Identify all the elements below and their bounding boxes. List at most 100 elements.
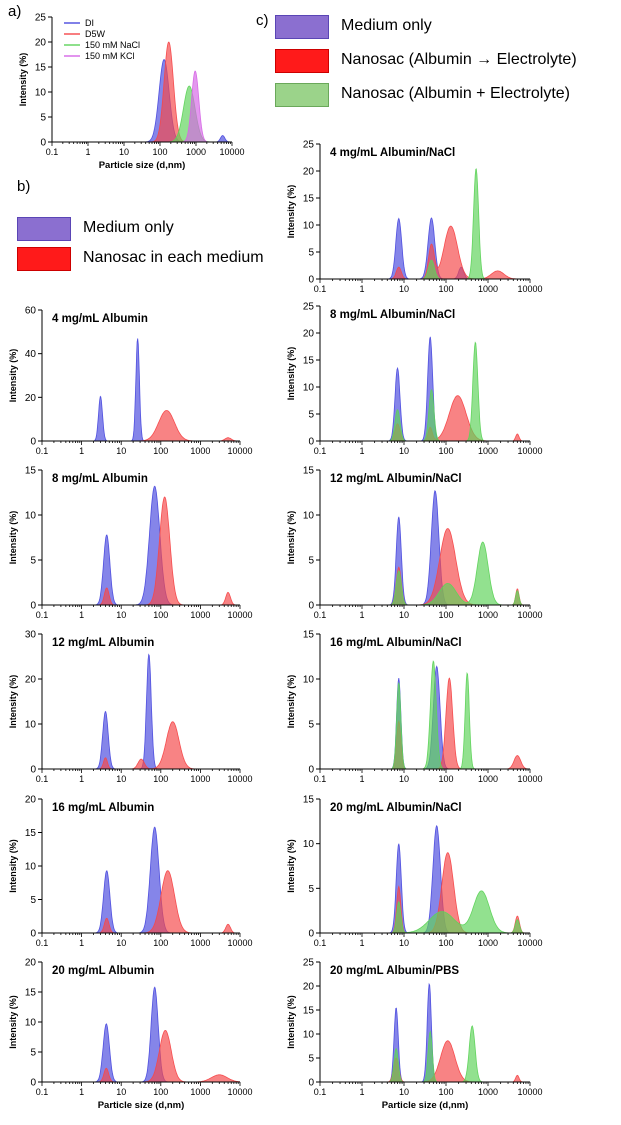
y-tick-label-b1-2: 40 xyxy=(25,349,37,360)
chart-title-c3: 12 mg/mL Albumin/NaCl xyxy=(330,473,462,485)
series-area-c4-2 xyxy=(320,661,530,769)
y-tick-label-c1-2: 10 xyxy=(303,221,315,232)
y-axis-label-c3: Intensity (%) xyxy=(286,511,296,565)
chart-b3: 0 10 20 30 0.1 1 10 100 1000 10000 Intensity (%) 12… xyxy=(8,630,253,785)
y-tick-label-c2-3: 15 xyxy=(303,356,315,367)
x-tick-label-b3-4: 1000 xyxy=(190,774,210,784)
x-tick-label-c4-3: 100 xyxy=(438,774,453,784)
x-tick-label-b3-3: 100 xyxy=(153,774,168,784)
series-area-a-3 xyxy=(52,71,232,142)
y-axis-label-c4: Intensity (%) xyxy=(286,675,296,729)
x-tick-label-b2-5: 10000 xyxy=(227,610,252,620)
series-line-a-1 xyxy=(52,41,232,143)
y-tick-label-c6-0: 0 xyxy=(308,1078,314,1089)
y-tick-label-c1-1: 5 xyxy=(308,248,314,259)
y-tick-label-c4-2: 10 xyxy=(303,675,315,686)
x-tick-label-b1-4: 1000 xyxy=(190,446,210,456)
legend-b: Medium only Nanosac in each medium xyxy=(17,217,297,277)
y-tick-label-b1-1: 20 xyxy=(25,393,37,404)
legend-c: Medium only Nanosac (Albumin → Electroly… xyxy=(275,15,615,110)
x-axis-label-b5: Particle size (d,nm) xyxy=(98,1100,185,1111)
x-tick-label-b5-1: 1 xyxy=(79,1087,84,1097)
series-line-b4-0 xyxy=(42,826,240,934)
x-tick-label-b5-4: 1000 xyxy=(190,1087,210,1097)
x-tick-label-c1-1: 1 xyxy=(359,284,364,294)
panel-label-b: b) xyxy=(17,178,31,195)
series-area-a-2 xyxy=(52,86,232,142)
x-tick-label-c5-0: 0.1 xyxy=(314,938,327,948)
y-tick-label-c4-1: 5 xyxy=(308,720,314,731)
series-line-c1-2 xyxy=(320,168,530,280)
y-tick-label-b3-0: 0 xyxy=(30,765,36,776)
chart-c6: 0 5 10 15 20 25 0.1 1 10 100 1000 10000 Intensity (%… xyxy=(286,958,543,1112)
y-tick-label-c2-1: 5 xyxy=(308,410,314,421)
x-tick-label-b1-2: 10 xyxy=(116,446,126,456)
series-line-c4-1 xyxy=(320,677,530,770)
y-axis-label-b1: Intensity (%) xyxy=(8,349,18,403)
y-tick-label-c6-1: 5 xyxy=(308,1054,314,1065)
x-tick-label-c3-1: 1 xyxy=(359,610,364,620)
legend-c-label-sequential: Nanosac (Albumin → Electrolyte) xyxy=(341,51,577,68)
series-area-c1-2 xyxy=(320,168,530,279)
y-axis-label-c6: Intensity (%) xyxy=(286,995,296,1049)
y-tick-label-c2-4: 20 xyxy=(303,329,315,340)
chart-title-c4: 16 mg/mL Albumin/NaCl xyxy=(330,637,462,649)
x-tick-label-c6-1: 1 xyxy=(359,1087,364,1097)
x-tick-label-b4-1: 1 xyxy=(79,938,84,948)
y-tick-label-b5-4: 20 xyxy=(25,958,37,969)
chart-b5: 0 5 10 15 20 0.1 1 10 100 1000 10000 Intensity (%) P… xyxy=(8,958,253,1112)
y-axis-label-a: Intensity (%) xyxy=(18,53,28,107)
series-area-b5-0 xyxy=(42,987,240,1082)
chart-title-b5: 20 mg/mL Albumin xyxy=(52,965,154,977)
series-line-a-3 xyxy=(52,70,232,143)
series-line-b2-1 xyxy=(42,496,240,606)
panel-label-c: c) xyxy=(256,12,269,29)
series-area-c5-1 xyxy=(320,852,530,933)
chart-title-b1: 4 mg/mL Albumin xyxy=(52,313,148,325)
legend-b-swatch-medium xyxy=(17,217,71,241)
chart-b2: 0 5 10 15 0.1 1 10 100 1000 10000 Intensity (%) 8 m… xyxy=(8,466,253,621)
series-area-b3-0 xyxy=(42,654,240,769)
series-area-c5-2 xyxy=(320,890,530,933)
y-tick-label-c4-3: 15 xyxy=(303,630,315,641)
x-tick-label-b2-0: 0.1 xyxy=(36,610,49,620)
chart-c4: 0 5 10 15 0.1 1 10 100 1000 10000 Intensity (%) 16 … xyxy=(286,630,543,785)
y-tick-label-b1-0: 0 xyxy=(30,437,36,448)
x-tick-label-c6-3: 100 xyxy=(438,1087,453,1097)
x-tick-label-c4-0: 0.1 xyxy=(314,774,327,784)
series-area-b3-1 xyxy=(42,721,240,769)
y-tick-label-c2-2: 10 xyxy=(303,383,315,394)
x-tick-label-a-5: 10000 xyxy=(219,147,244,157)
y-tick-label-c3-2: 10 xyxy=(303,511,315,522)
series-area-c2-2 xyxy=(320,342,530,441)
series-line-c4-2 xyxy=(320,660,530,770)
x-tick-label-b4-4: 1000 xyxy=(190,938,210,948)
x-tick-label-c5-5: 10000 xyxy=(517,938,542,948)
y-axis-label-b5: Intensity (%) xyxy=(8,995,18,1049)
y-tick-label-c2-0: 0 xyxy=(308,437,314,448)
x-tick-label-c2-5: 10000 xyxy=(517,446,542,456)
x-tick-label-c6-2: 10 xyxy=(399,1087,409,1097)
x-tick-label-c4-2: 10 xyxy=(399,774,409,784)
series-area-c3-1 xyxy=(320,528,530,605)
y-axis-label-b4: Intensity (%) xyxy=(8,839,18,893)
x-tick-label-c2-0: 0.1 xyxy=(314,446,327,456)
x-tick-label-b4-2: 10 xyxy=(116,938,126,948)
y-tick-label-a-2: 10 xyxy=(35,88,47,99)
chart-title-c5: 20 mg/mL Albumin/NaCl xyxy=(330,802,462,814)
y-tick-label-b4-0: 0 xyxy=(30,929,36,940)
y-tick-label-c5-0: 0 xyxy=(308,929,314,940)
y-tick-label-c1-4: 20 xyxy=(303,167,315,178)
chart-title-b2: 8 mg/mL Albumin xyxy=(52,473,148,485)
series-line-a-0 xyxy=(52,58,232,143)
series-line-c6-0 xyxy=(320,982,530,1083)
x-tick-label-c5-3: 100 xyxy=(438,938,453,948)
y-tick-label-a-4: 20 xyxy=(35,38,47,49)
x-tick-label-b1-3: 100 xyxy=(153,446,168,456)
x-tick-label-a-2: 10 xyxy=(119,147,129,157)
y-tick-label-c6-4: 20 xyxy=(303,982,315,993)
y-tick-label-b5-0: 0 xyxy=(30,1078,36,1089)
x-tick-label-b4-5: 10000 xyxy=(227,938,252,948)
y-axis-label-c5: Intensity (%) xyxy=(286,839,296,893)
x-tick-label-b4-3: 100 xyxy=(153,938,168,948)
